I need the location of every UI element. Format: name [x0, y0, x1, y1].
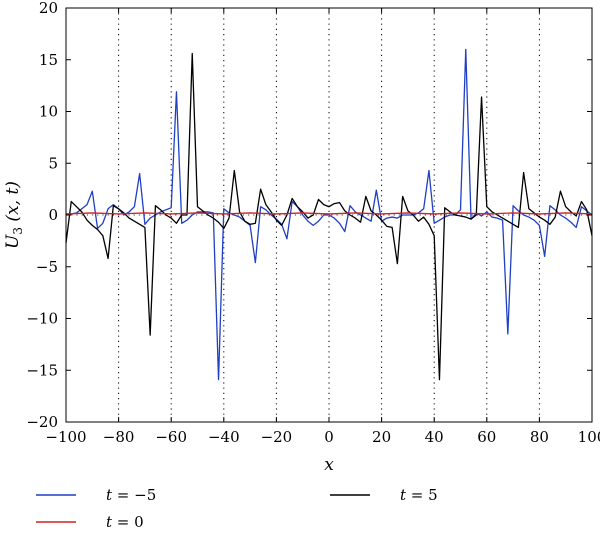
y-tick-label: −5: [36, 258, 58, 276]
x-tick-label: 40: [425, 428, 444, 446]
tick-labels: −100 −80 −60 −40 −20 0 20 40 60 80 100 −20 −15 −10 −5 0…: [26, 0, 600, 446]
legend-item: t = 5: [330, 486, 438, 504]
legend-var: t: [106, 513, 113, 531]
series-line-2: [65, 52, 593, 381]
x-tick-label: 20: [372, 428, 391, 446]
legend: t = −5 t = 5t = 0: [36, 486, 438, 531]
x-tick-label: 100: [578, 428, 600, 446]
y-tick-label: 0: [48, 206, 58, 224]
legend-label: t = −5: [106, 486, 156, 504]
x-tick-label: −80: [103, 428, 135, 446]
x-tick-label: 0: [324, 428, 334, 446]
y-tick-label: 15: [39, 51, 58, 69]
legend-var: t: [106, 486, 113, 504]
x-tick-label: −60: [155, 428, 187, 446]
x-tick-label: −100: [45, 428, 86, 446]
series-line-1: [65, 212, 593, 215]
x-tick-label: 60: [477, 428, 496, 446]
x-axis-label: x: [324, 455, 334, 475]
legend-item: t = 0: [36, 513, 144, 531]
x-tick-label: −40: [208, 428, 240, 446]
y-tick-label: −15: [26, 361, 58, 379]
y-tick-label: −20: [26, 413, 58, 431]
y-tick-label: 5: [48, 154, 58, 172]
legend-value: = 5: [406, 486, 438, 504]
legend-value: = 0: [112, 513, 144, 531]
legend-label: t = 0: [106, 513, 144, 531]
x-tick-label: −20: [261, 428, 293, 446]
legend-label: t = 5: [400, 486, 438, 504]
y-tick-label: 20: [39, 0, 58, 17]
y-axis-label-main: U: [3, 234, 23, 249]
y-axis-label-subscript: 3: [11, 227, 25, 235]
series-group: [65, 48, 593, 381]
y-tick-label: −10: [26, 310, 58, 328]
y-axis-label: U3 (x, t): [3, 181, 25, 249]
legend-value: = −5: [112, 486, 156, 504]
y-axis-label-args: (x, t): [3, 181, 23, 227]
legend-item: t = −5: [36, 486, 156, 504]
x-tick-label: 80: [530, 428, 549, 446]
y-tick-label: 10: [39, 103, 58, 121]
legend-var: t: [400, 486, 407, 504]
axis-ticks: [65, 7, 593, 423]
